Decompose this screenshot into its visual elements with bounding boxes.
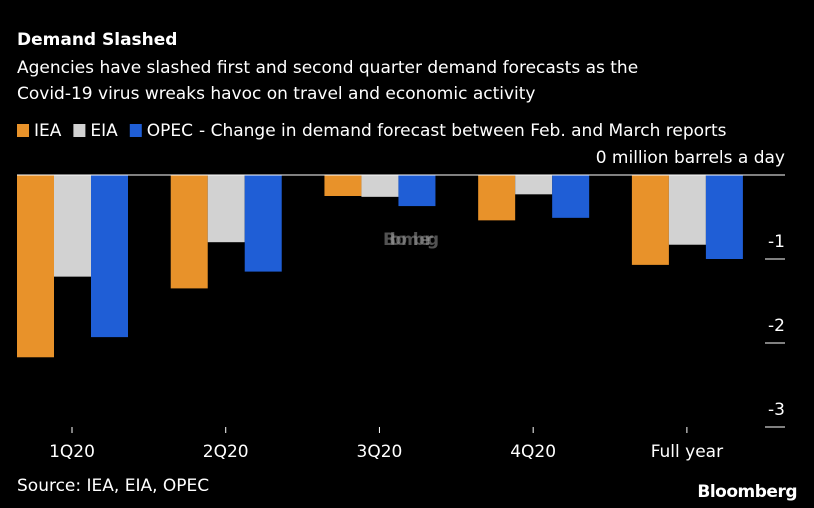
- watermark: Bloomberg: [383, 230, 438, 250]
- x-tick-label: 2Q20: [203, 442, 249, 462]
- bar: [244, 175, 282, 272]
- chart-subtitle: Covid-19 virus wreaks havoc on travel an…: [17, 84, 536, 104]
- bar: [552, 175, 590, 218]
- y-tick-label: 0 million barrels a day: [596, 148, 785, 168]
- bar: [170, 175, 208, 289]
- source: Source: IEA, EIA, OPEC: [17, 476, 209, 496]
- legend-note: - Change in demand forecast between Feb.…: [199, 121, 727, 141]
- y-tick-label: -2: [768, 316, 785, 336]
- bar: [398, 175, 436, 207]
- bar: [91, 175, 128, 338]
- logo: Bloomberg: [697, 482, 797, 502]
- bar: [668, 175, 706, 245]
- legend-label: EIA: [90, 121, 118, 141]
- legend-label: OPEC: [147, 121, 193, 141]
- bar: [54, 175, 91, 277]
- bar: [515, 175, 553, 195]
- chart-title: Demand Slashed: [17, 30, 177, 50]
- bar: [207, 175, 245, 243]
- legend-swatch: [17, 124, 29, 137]
- legend-swatch: [129, 124, 142, 137]
- chart-subtitle: Agencies have slashed first and second q…: [17, 58, 638, 78]
- y-tick-label: -1: [768, 232, 785, 252]
- x-tick-label: 1Q20: [49, 442, 95, 462]
- legend-swatch: [73, 124, 86, 137]
- x-tick-label: 4Q20: [510, 442, 556, 462]
- bar: [631, 175, 669, 265]
- legend-label: IEA: [34, 121, 62, 141]
- bar: [361, 175, 399, 197]
- bar: [324, 175, 362, 196]
- x-tick-label: Full year: [651, 442, 723, 462]
- x-tick-label: 3Q20: [357, 442, 403, 462]
- y-tick-label: -3: [768, 400, 785, 420]
- bar: [478, 175, 516, 221]
- bar: [705, 175, 743, 259]
- bar: [17, 175, 54, 358]
